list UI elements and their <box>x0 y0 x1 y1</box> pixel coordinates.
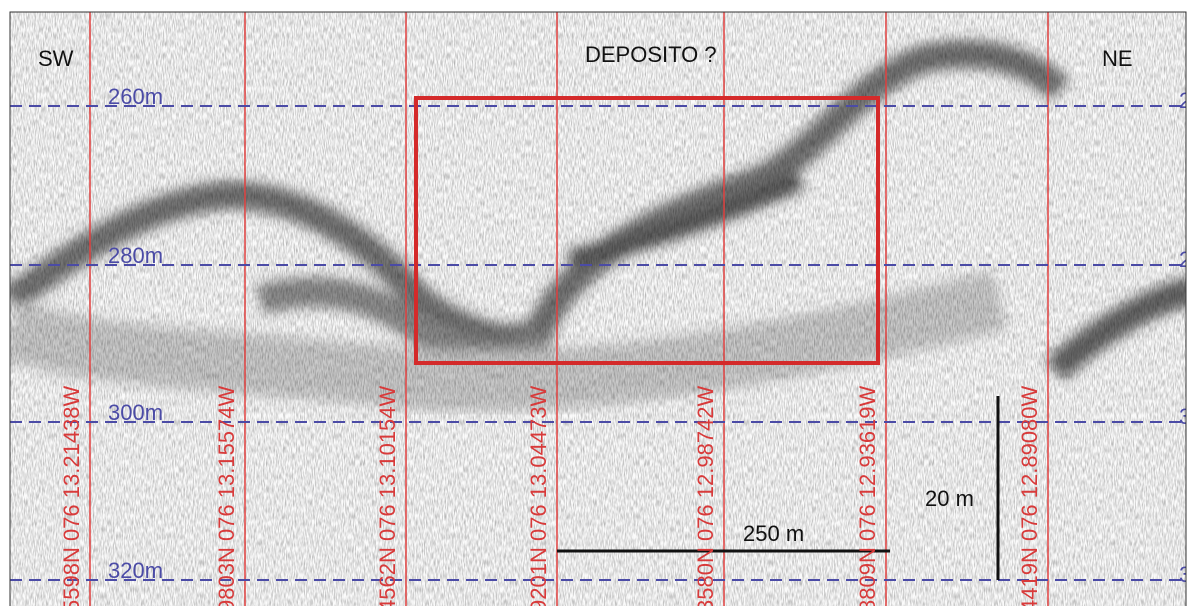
speckle-texture <box>10 12 1186 606</box>
horizontal-scale-label: 250 m <box>743 521 804 546</box>
coordinate-label: 4419N 076 12.89080W <box>1017 385 1042 606</box>
vertical-scale-label: 20 m <box>925 486 974 511</box>
coordinate-label: 5598N 076 13.21438W <box>59 385 84 606</box>
coordinate-label: 9201N 076 13.04473W <box>526 385 551 606</box>
depth-label: 260m <box>108 84 163 109</box>
depth-label: 280m <box>108 243 163 268</box>
depth-label-edge: 2 <box>1179 247 1191 272</box>
depth-label-edge: 3 <box>1179 562 1191 587</box>
right-direction: NE <box>1102 46 1133 71</box>
depth-label-edge: 2 <box>1179 88 1191 113</box>
left-direction: SW <box>38 46 74 71</box>
image-area: SW DEPOSITO ? NE 250 m 20 m 5598N 076 13… <box>10 12 1194 606</box>
sonar-profile: SW DEPOSITO ? NE 250 m 20 m 5598N 076 13… <box>0 0 1194 606</box>
coordinate-label: 4562N 076 13.10154W <box>375 385 400 606</box>
title: DEPOSITO ? <box>585 42 717 67</box>
coordinate-label: 9803N 076 13.15574W <box>214 385 239 606</box>
coordinate-label: 8809N 076 12.93619W <box>855 385 880 606</box>
depth-label: 300m <box>108 400 163 425</box>
coordinate-label: 3580N 076 12.98742W <box>693 385 718 606</box>
depth-label-edge: 3 <box>1179 404 1191 429</box>
depth-label: 320m <box>108 558 163 583</box>
page: {"header": {"left": "SW", "title": "DEPO… <box>0 0 1194 606</box>
